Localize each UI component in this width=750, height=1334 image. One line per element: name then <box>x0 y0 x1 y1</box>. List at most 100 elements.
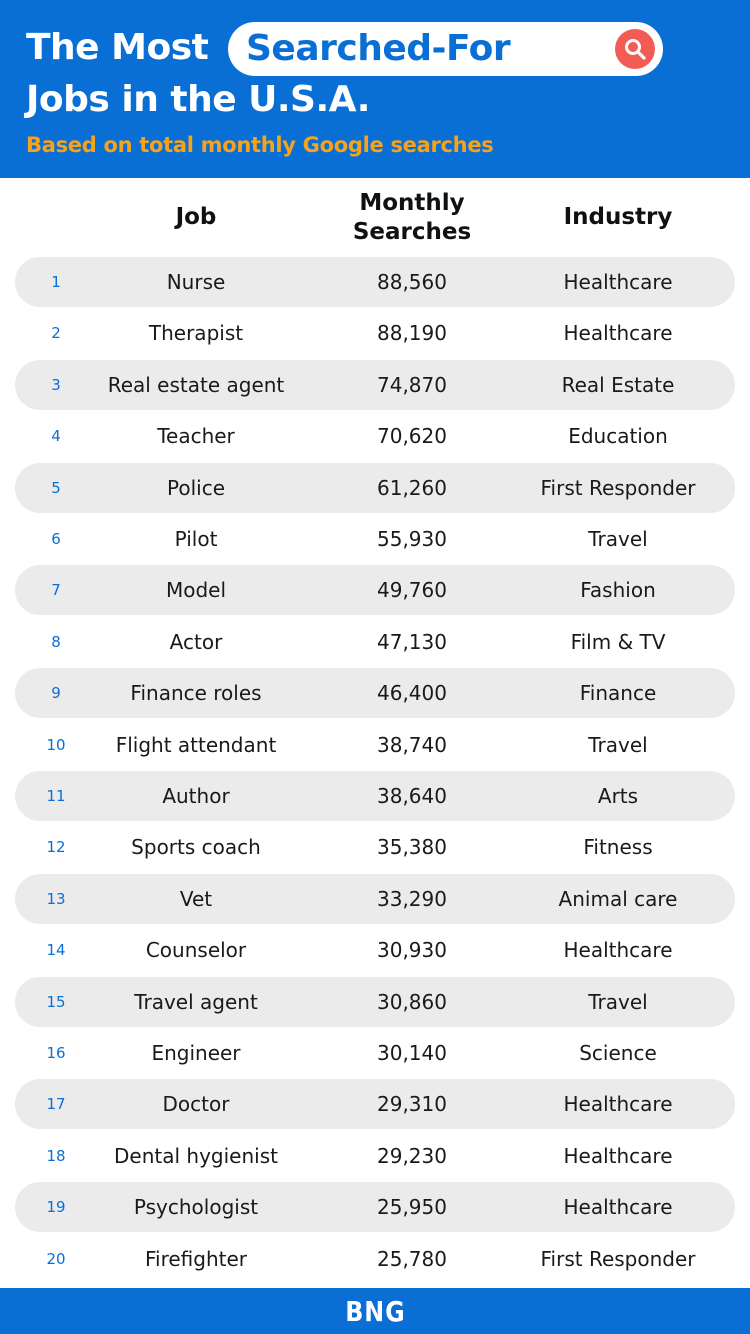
job-cell: Engineer <box>151 1041 241 1065</box>
industry-cell: Education <box>568 424 668 449</box>
monthly-searches-cell: 38,640 <box>377 784 447 808</box>
industry-cell: Travel <box>588 732 648 757</box>
footer-bar: BNG <box>0 1288 750 1334</box>
job-cell: Doctor <box>162 1092 230 1117</box>
table-row: 18 Dental hygienist 29,230 Healthcare <box>15 1131 735 1181</box>
industry-cell: Arts <box>597 784 639 808</box>
industry-cell: Healthcare <box>563 1195 673 1220</box>
search-bar-graphic: Searched-For <box>228 22 663 76</box>
industry-cell: Animal care <box>558 886 678 911</box>
job-cell: Counselor <box>145 938 247 963</box>
column-header-job: Job <box>175 204 217 231</box>
rank-cell: 12 <box>46 838 66 857</box>
table-row: 10 Flight attendant 38,740 Travel <box>15 720 735 770</box>
table-row: 3 Real estate agent 74,870 Real Estate <box>15 359 735 410</box>
job-cell: Dental hygienist <box>114 1143 278 1168</box>
industry-cell: Finance <box>579 681 657 706</box>
monthly-searches-cell: 33,290 <box>377 886 447 911</box>
monthly-searches-cell: 88,560 <box>377 270 447 294</box>
column-header-monthly-searches: Monthly Searches <box>312 185 512 250</box>
job-cell: Travel agent <box>134 989 258 1014</box>
table-row: 11 Author 38,640 Arts <box>15 771 735 821</box>
job-cell: Model <box>165 578 227 603</box>
monthly-searches-cell: 30,140 <box>377 1041 447 1065</box>
job-cell: Teacher <box>157 424 235 449</box>
rank-cell: 13 <box>46 889 66 908</box>
industry-cell: Travel <box>588 527 648 551</box>
table-row: 20 Firefighter 25,780 First Responder <box>15 1234 735 1284</box>
industry-cell: Healthcare <box>563 321 673 346</box>
job-cell: Pilot <box>174 527 218 551</box>
industry-cell: Real Estate <box>561 372 675 397</box>
industry-cell: Travel <box>588 989 648 1014</box>
rank-cell: 19 <box>46 1198 66 1217</box>
table-row: 7 Model 49,760 Fashion <box>15 565 735 616</box>
table-row: 5 Police 61,260 First Responder <box>15 462 735 513</box>
rank-cell: 4 <box>51 427 61 446</box>
monthly-searches-cell: 30,930 <box>377 938 447 963</box>
industry-cell: First Responder <box>540 475 696 500</box>
table-row: 4 Teacher 70,620 Education <box>15 411 735 461</box>
table-row: 15 Travel agent 30,860 Travel <box>15 976 735 1027</box>
monthly-searches-cell: 61,260 <box>377 475 447 500</box>
page-subtitle: Based on total monthly Google searches <box>26 133 494 157</box>
monthly-searches-cell: 55,930 <box>377 527 447 551</box>
industry-cell: Science <box>579 1041 657 1065</box>
rank-cell: 1 <box>51 273 61 291</box>
job-cell: Flight attendant <box>115 732 277 757</box>
table-row: 12 Sports coach 35,380 Fitness <box>15 822 735 872</box>
rank-cell: 11 <box>46 787 66 805</box>
rank-cell: 10 <box>46 735 66 754</box>
monthly-searches-cell: 29,230 <box>377 1143 447 1168</box>
monthly-searches-cell: 30,860 <box>377 989 447 1014</box>
industry-cell: Healthcare <box>563 1092 673 1117</box>
column-header-industry: Industry <box>563 204 673 231</box>
table-row: 1 Nurse 88,560 Healthcare <box>15 257 735 307</box>
job-cell: Author <box>162 784 230 808</box>
industry-cell: Healthcare <box>563 270 673 294</box>
page-title-line-1: The Most <box>26 27 209 68</box>
rank-cell: 17 <box>46 1095 66 1114</box>
table-row: 13 Vet 33,290 Animal care <box>15 873 735 924</box>
header-banner: The Most Searched-For Jobs in the U.S.A.… <box>0 0 750 178</box>
rank-cell: 5 <box>51 478 61 497</box>
job-cell: Psychologist <box>133 1195 259 1220</box>
rank-cell: 3 <box>51 375 61 394</box>
rank-cell: 7 <box>51 581 61 600</box>
job-cell: Finance roles <box>130 681 262 706</box>
industry-cell: Healthcare <box>563 1143 673 1168</box>
monthly-searches-cell: 47,130 <box>377 629 447 654</box>
table-row: 17 Doctor 29,310 Healthcare <box>15 1079 735 1130</box>
table-row: 6 Pilot 55,930 Travel <box>15 514 735 564</box>
job-cell: Actor <box>169 629 223 654</box>
job-cell: Nurse <box>166 270 226 294</box>
monthly-searches-cell: 70,620 <box>377 424 447 449</box>
rank-cell: 9 <box>51 684 61 703</box>
bng-logo: BNG <box>344 1294 406 1328</box>
table-row: 8 Actor 47,130 Film & TV <box>15 617 735 667</box>
job-cell: Sports coach <box>131 835 261 860</box>
monthly-searches-cell: 35,380 <box>377 835 447 860</box>
job-cell: Real estate agent <box>107 372 285 397</box>
table-row: 19 Psychologist 25,950 Healthcare <box>15 1182 735 1233</box>
industry-cell: Film & TV <box>570 629 666 654</box>
job-cell: Police <box>167 475 225 500</box>
column-header-monthly-searches-label: Monthly Searches <box>352 189 472 245</box>
monthly-searches-cell: 49,760 <box>377 578 447 603</box>
industry-cell: Healthcare <box>563 938 673 963</box>
table-row: 9 Finance roles 46,400 Finance <box>15 668 735 719</box>
search-bar-text: Searched-For <box>246 28 511 69</box>
industry-cell: Fitness <box>583 835 653 860</box>
rank-cell: 2 <box>51 324 61 343</box>
industry-cell: First Responder <box>540 1246 696 1271</box>
monthly-searches-cell: 38,740 <box>377 732 447 757</box>
job-cell: Vet <box>179 886 213 911</box>
industry-cell: Fashion <box>580 578 656 603</box>
monthly-searches-cell: 74,870 <box>377 372 447 397</box>
rank-cell: 16 <box>46 1044 66 1062</box>
rank-cell: 6 <box>51 530 61 548</box>
monthly-searches-cell: 25,780 <box>377 1246 447 1271</box>
search-icon <box>615 29 655 69</box>
rank-cell: 14 <box>46 941 66 960</box>
rank-cell: 20 <box>46 1249 66 1268</box>
